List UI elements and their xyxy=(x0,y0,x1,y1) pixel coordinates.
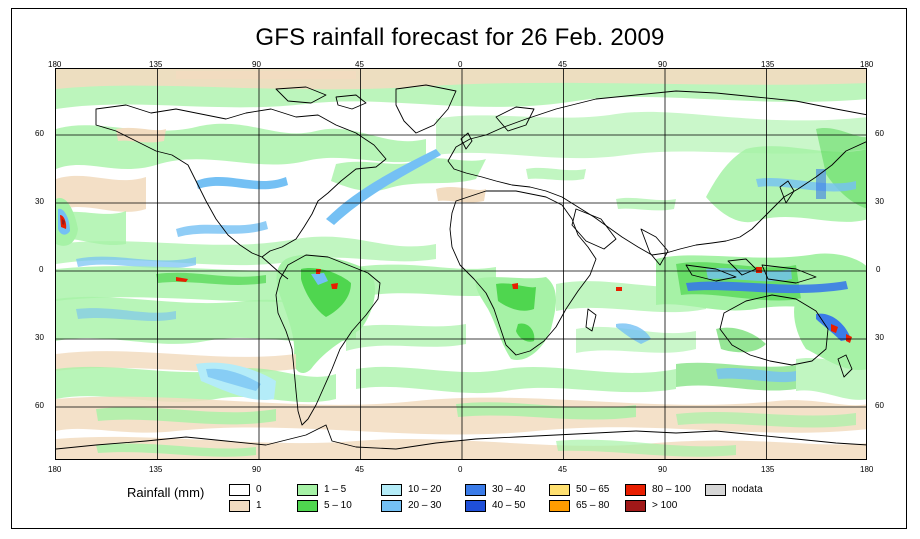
lon-tick-label: 90 xyxy=(252,60,261,69)
lon-tick-label: 90 xyxy=(252,465,261,474)
lon-tick-label: 180 xyxy=(860,465,874,474)
figure-frame xyxy=(11,8,907,529)
legend-swatch xyxy=(625,484,646,496)
legend-label: 30 – 40 xyxy=(492,484,526,495)
map-canvas xyxy=(56,69,866,459)
lat-tick-label: 60 xyxy=(875,401,884,410)
legend-label: 80 – 100 xyxy=(652,484,691,495)
legend-swatch xyxy=(381,484,402,496)
rainfall-field xyxy=(56,69,866,459)
legend-label: 0 xyxy=(256,484,262,495)
lat-tick-label: 30 xyxy=(35,197,44,206)
lon-tick-label: 135 xyxy=(761,60,775,69)
legend-swatch xyxy=(465,500,486,512)
lat-tick-label: 60 xyxy=(875,129,884,138)
legend-label: 10 – 20 xyxy=(408,484,442,495)
lon-tick-label: 0 xyxy=(458,465,463,474)
lon-tick-label: 135 xyxy=(149,465,163,474)
lon-tick-label: 90 xyxy=(658,60,667,69)
lon-tick-label: 180 xyxy=(860,60,874,69)
lat-tick-label: 60 xyxy=(35,129,44,138)
legend-label: 1 xyxy=(256,500,262,511)
legend-swatch xyxy=(705,484,726,496)
lon-tick-label: 45 xyxy=(558,60,567,69)
lon-tick-label: 180 xyxy=(48,465,62,474)
legend-title: Rainfall (mm) xyxy=(127,485,205,500)
map-title: GFS rainfall forecast for 26 Feb. 2009 xyxy=(255,24,665,51)
lon-tick-label: 45 xyxy=(558,465,567,474)
lon-tick-label: 45 xyxy=(355,60,364,69)
graticule xyxy=(56,69,866,459)
legend-swatch xyxy=(229,500,250,512)
legend-swatch xyxy=(549,500,570,512)
legend-label: > 100 xyxy=(652,500,678,511)
lat-tick-label: 0 xyxy=(876,265,881,274)
lon-tick-label: 45 xyxy=(355,465,364,474)
legend-swatch xyxy=(625,500,646,512)
rainfall-map xyxy=(55,68,867,460)
legend-swatch xyxy=(297,500,318,512)
lon-tick-label: 135 xyxy=(149,60,163,69)
legend-label: 1 – 5 xyxy=(324,484,347,495)
lat-tick-label: 30 xyxy=(875,197,884,206)
legend-swatch xyxy=(381,500,402,512)
legend-label: 20 – 30 xyxy=(408,500,442,511)
lat-tick-label: 30 xyxy=(875,333,884,342)
legend-swatch xyxy=(465,484,486,496)
coastlines xyxy=(56,84,866,450)
legend-label: 65 – 80 xyxy=(576,500,610,511)
legend-label: nodata xyxy=(732,484,763,495)
legend-label: 50 – 65 xyxy=(576,484,610,495)
legend-swatch xyxy=(549,484,570,496)
lon-tick-label: 0 xyxy=(458,60,463,69)
lon-tick-label: 135 xyxy=(761,465,775,474)
lon-tick-label: 180 xyxy=(48,60,62,69)
lon-tick-label: 90 xyxy=(658,465,667,474)
legend-label: 5 – 10 xyxy=(324,500,352,511)
lat-tick-label: 60 xyxy=(35,401,44,410)
legend-label: 40 – 50 xyxy=(492,500,526,511)
lat-tick-label: 30 xyxy=(35,333,44,342)
legend-swatch xyxy=(229,484,250,496)
lat-tick-label: 0 xyxy=(39,265,44,274)
legend-swatch xyxy=(297,484,318,496)
